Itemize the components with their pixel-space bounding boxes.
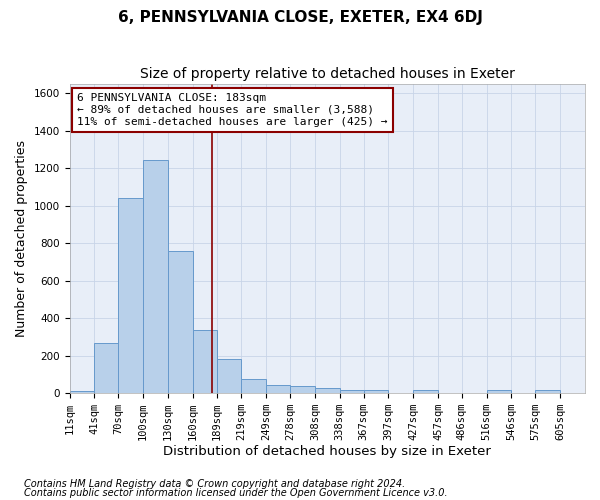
Bar	[70, 391, 94, 393]
Y-axis label: Number of detached properties: Number of detached properties	[15, 140, 28, 337]
Text: 6, PENNSYLVANIA CLOSE, EXETER, EX4 6DJ: 6, PENNSYLVANIA CLOSE, EXETER, EX4 6DJ	[118, 10, 482, 25]
Bar	[315, 388, 340, 393]
Bar	[413, 390, 438, 393]
Bar	[266, 384, 290, 393]
Bar	[168, 251, 193, 393]
Text: Contains public sector information licensed under the Open Government Licence v3: Contains public sector information licen…	[24, 488, 448, 498]
Bar	[364, 390, 388, 393]
Bar	[118, 198, 143, 393]
Text: 6 PENNSYLVANIA CLOSE: 183sqm
← 89% of detached houses are smaller (3,588)
11% of: 6 PENNSYLVANIA CLOSE: 183sqm ← 89% of de…	[77, 94, 388, 126]
Text: Contains HM Land Registry data © Crown copyright and database right 2024.: Contains HM Land Registry data © Crown c…	[24, 479, 405, 489]
Bar	[217, 360, 241, 393]
Bar	[143, 160, 168, 393]
Bar	[241, 379, 266, 393]
Bar	[94, 342, 118, 393]
X-axis label: Distribution of detached houses by size in Exeter: Distribution of detached houses by size …	[163, 444, 491, 458]
Bar	[535, 390, 560, 393]
Bar	[290, 386, 315, 393]
Bar	[487, 390, 511, 393]
Bar	[340, 390, 364, 393]
Bar	[193, 330, 217, 393]
Title: Size of property relative to detached houses in Exeter: Size of property relative to detached ho…	[140, 68, 515, 82]
